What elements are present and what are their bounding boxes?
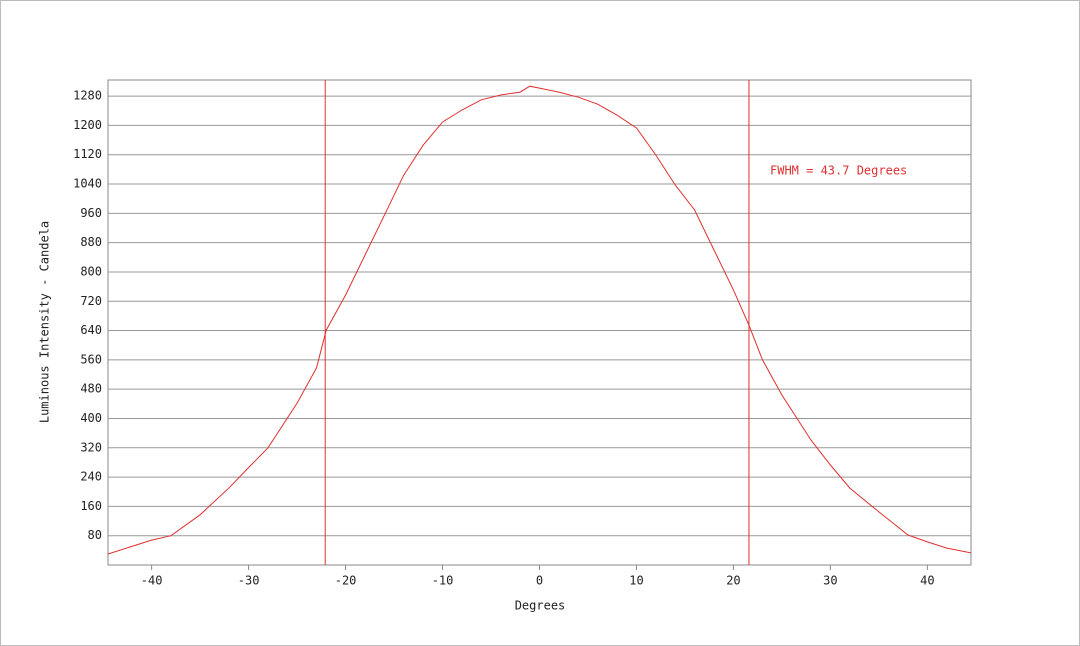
y-tick-label: 160: [80, 499, 102, 513]
y-tick-label: 880: [80, 235, 102, 249]
x-tick-label: 10: [629, 574, 643, 588]
x-tick-label: 30: [823, 574, 837, 588]
y-tick-label: 80: [88, 528, 102, 542]
x-tick-label: -20: [335, 574, 357, 588]
y-axis-label: Luminous Intensity - Candela: [38, 221, 52, 423]
x-tick-label: -30: [238, 574, 260, 588]
y-tick-label: 1120: [73, 147, 102, 161]
x-tick-label: -40: [141, 574, 163, 588]
x-axis-label: Degrees: [515, 599, 566, 613]
y-tick-label: 720: [80, 294, 102, 308]
y-tick-label: 960: [80, 206, 102, 220]
x-tick-label: 40: [920, 574, 934, 588]
intensity-curve: [107, 85, 972, 555]
y-tick-label: 240: [80, 470, 102, 484]
y-tick-label: 1200: [73, 118, 102, 132]
y-tick-label: 560: [80, 352, 102, 366]
x-tick-label: 20: [726, 574, 740, 588]
y-tick-label: 1040: [73, 177, 102, 191]
y-tick-label: 400: [80, 411, 102, 425]
annotation: FWHM = 43.7 Degrees: [770, 164, 907, 178]
y-tick-label: 480: [80, 382, 102, 396]
y-tick-label: 320: [80, 440, 102, 454]
y-tick-label: 800: [80, 264, 102, 278]
y-tick-label: 640: [80, 323, 102, 337]
x-tick-label: 0: [536, 574, 543, 588]
x-tick-label: -10: [432, 574, 454, 588]
y-tick-label: 1280: [73, 89, 102, 103]
